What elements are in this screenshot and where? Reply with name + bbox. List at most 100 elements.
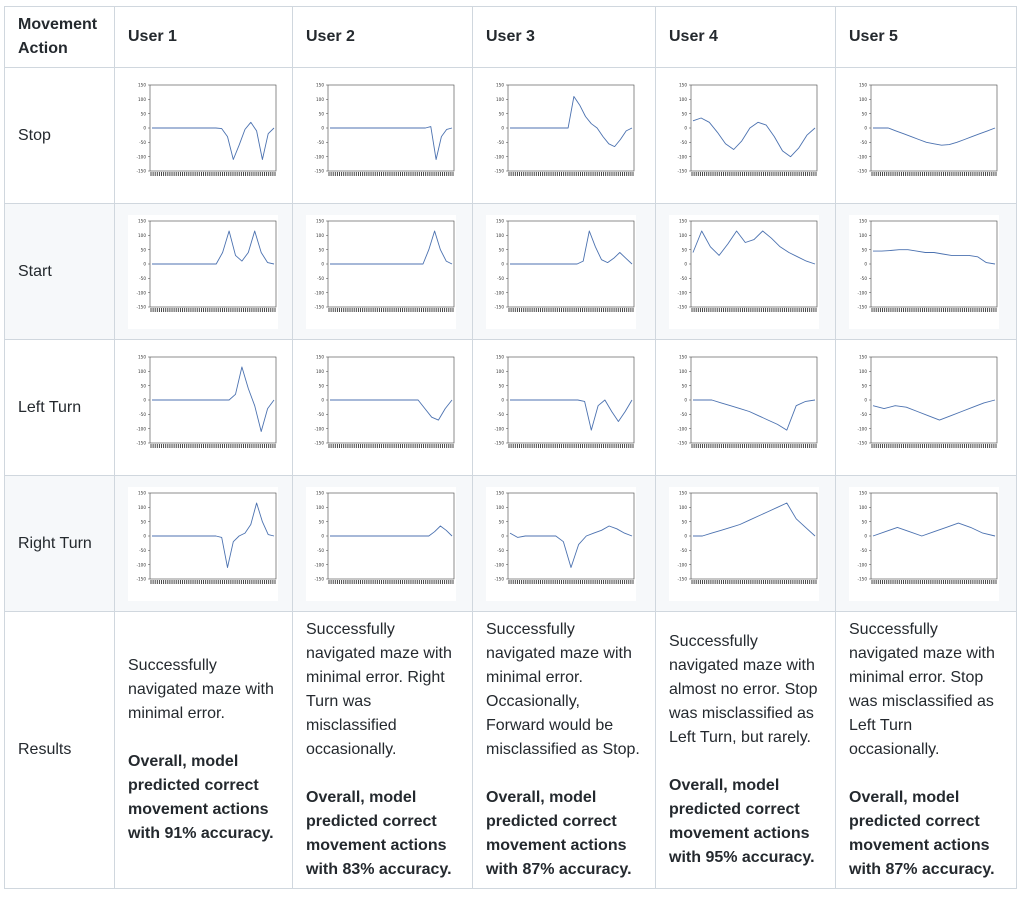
y-tick-label: 0 xyxy=(501,397,504,402)
signal-line xyxy=(330,525,453,536)
y-tick-label: -100 xyxy=(136,426,146,431)
signal-line xyxy=(330,399,453,421)
y-tick-label: -150 xyxy=(314,168,324,173)
y-tick-label: 100 xyxy=(859,368,867,373)
y-tick-label: -50 xyxy=(497,411,504,416)
y-tick-label: 150 xyxy=(859,354,867,359)
y-tick-label: 50 xyxy=(319,383,325,388)
y-tick-label: -150 xyxy=(677,304,687,309)
header-row: Movement Action User 1 User 2 User 3 Use… xyxy=(4,6,1017,68)
result-user-4: Successfully navigated maze with almost … xyxy=(655,611,836,889)
y-tick-label: -50 xyxy=(139,547,146,552)
chart-stop-user-2: 150 100 50 0 -50 -100 -150 xyxy=(306,78,456,193)
y-tick-label: -50 xyxy=(680,139,687,144)
y-tick-label: -100 xyxy=(857,154,867,159)
result-text: Successfully navigated maze with minimal… xyxy=(849,621,995,758)
chart-stop-user-3: 150 100 50 0 -50 -100 -150 xyxy=(486,78,636,193)
y-tick-label: -50 xyxy=(317,139,324,144)
y-tick-label: 50 xyxy=(682,247,688,252)
signal-plot: 150 100 50 0 -50 -100 -150 xyxy=(857,354,998,448)
result-accuracy: Overall, model predicted correct movemen… xyxy=(128,753,274,842)
plot-frame xyxy=(690,84,818,171)
y-tick-label: -100 xyxy=(314,426,324,431)
row-results: Results Successfully navigated maze with… xyxy=(4,611,1017,889)
y-tick-label: -150 xyxy=(494,168,504,173)
y-tick-label: -150 xyxy=(136,440,146,445)
signal-plot: 150 100 50 0 -50 -100 -150 xyxy=(857,82,998,176)
chart-stop-user-1: 150 100 50 0 -50 -100 -150 xyxy=(128,78,278,193)
signal-plot: 150 100 50 0 -50 -100 -150 xyxy=(494,490,635,584)
chart-start-user-4: 150 100 50 0 -50 -100 -150 xyxy=(669,214,819,329)
row-right-turn: Right Turn 150 100 50 0 -50 -100 -150 150 100 50… xyxy=(4,475,1017,612)
y-tick-label: 0 xyxy=(684,397,687,402)
y-tick-label: -100 xyxy=(314,290,324,295)
signal-line xyxy=(692,117,816,157)
result-text: Successfully navigated maze with almost … xyxy=(669,633,818,746)
y-tick-label: -150 xyxy=(494,576,504,581)
y-tick-label: -150 xyxy=(857,440,867,445)
y-tick-label: -50 xyxy=(139,275,146,280)
y-tick-label: -100 xyxy=(494,290,504,295)
y-tick-label: 50 xyxy=(141,383,147,388)
y-tick-label: 0 xyxy=(864,533,867,538)
y-tick-label: -50 xyxy=(317,275,324,280)
y-tick-label: -50 xyxy=(317,411,324,416)
result-text: Successfully navigated maze with minimal… xyxy=(306,621,452,758)
y-tick-label: 100 xyxy=(138,232,146,237)
y-tick-label: 100 xyxy=(679,504,687,509)
y-tick-label: 50 xyxy=(141,111,147,116)
row-label-right-turn: Right Turn xyxy=(4,475,115,612)
y-tick-label: 100 xyxy=(316,232,324,237)
y-tick-label: 150 xyxy=(316,354,324,359)
y-tick-label: -100 xyxy=(314,562,324,567)
result-accuracy: Overall, model predicted correct movemen… xyxy=(849,789,995,878)
y-tick-label: -100 xyxy=(136,154,146,159)
y-tick-label: 100 xyxy=(316,368,324,373)
y-tick-label: 150 xyxy=(859,82,867,87)
y-tick-label: -50 xyxy=(860,547,867,552)
y-tick-label: 50 xyxy=(682,519,688,524)
y-tick-label: -50 xyxy=(497,547,504,552)
header-user-2: User 2 xyxy=(292,6,473,68)
result-user-2: Successfully navigated maze with minimal… xyxy=(292,611,473,889)
y-tick-label: 0 xyxy=(321,125,324,130)
y-tick-label: 150 xyxy=(496,490,504,495)
result-text: Successfully navigated maze with minimal… xyxy=(128,657,274,722)
row-left-turn: Left Turn 150 100 50 0 -50 -100 -150 150 100 50 0… xyxy=(4,339,1017,476)
plot-frame xyxy=(690,220,818,307)
result-accuracy: Overall, model predicted correct movemen… xyxy=(306,789,452,878)
y-tick-label: 100 xyxy=(496,504,504,509)
signal-plot: 150 100 50 0 -50 -100 -150 xyxy=(677,354,818,448)
y-tick-label: -50 xyxy=(497,139,504,144)
y-tick-label: -150 xyxy=(314,576,324,581)
result-accuracy: Overall, model predicted correct movemen… xyxy=(669,777,815,866)
y-tick-label: 0 xyxy=(321,533,324,538)
y-tick-label: -100 xyxy=(677,426,687,431)
y-tick-label: -50 xyxy=(317,547,324,552)
signal-line xyxy=(330,125,453,160)
chart-right-turn-user-5: 150 100 50 0 -50 -100 -150 xyxy=(849,486,999,601)
y-tick-label: -100 xyxy=(677,290,687,295)
plot-frame xyxy=(870,356,998,443)
signal-line xyxy=(152,366,275,432)
y-tick-label: 100 xyxy=(138,96,146,101)
y-tick-label: -100 xyxy=(857,290,867,295)
y-tick-label: -100 xyxy=(857,562,867,567)
y-tick-label: -100 xyxy=(677,154,687,159)
plot-frame xyxy=(870,84,998,171)
y-tick-label: -150 xyxy=(136,168,146,173)
y-tick-label: 100 xyxy=(138,368,146,373)
y-tick-label: 100 xyxy=(496,232,504,237)
signal-line xyxy=(510,399,633,431)
y-tick-label: 150 xyxy=(859,490,867,495)
y-tick-label: 50 xyxy=(862,519,868,524)
signal-plot: 150 100 50 0 -50 -100 -150 xyxy=(857,490,998,584)
chart-start-user-3: 150 100 50 0 -50 -100 -150 xyxy=(486,214,636,329)
result-user-3: Successfully navigated maze with minimal… xyxy=(472,611,656,889)
y-tick-label: 150 xyxy=(316,218,324,223)
header-user-4: User 4 xyxy=(655,6,836,68)
result-text: Successfully navigated maze with minimal… xyxy=(486,621,640,758)
y-tick-label: -50 xyxy=(680,547,687,552)
y-tick-label: -100 xyxy=(494,154,504,159)
y-tick-label: -50 xyxy=(497,275,504,280)
